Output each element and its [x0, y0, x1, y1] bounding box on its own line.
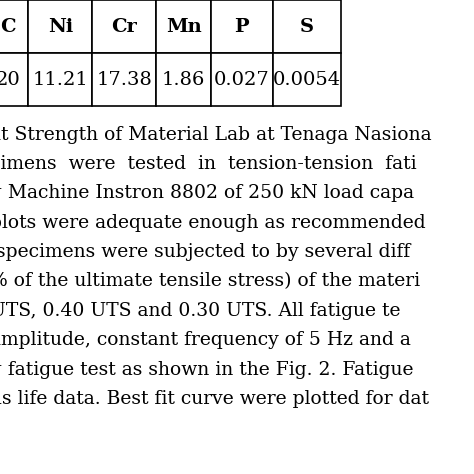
- Bar: [0, 0, 28, 53]
- Text: plots were adequate enough as recommended: plots were adequate enough as recommende…: [0, 214, 425, 232]
- Bar: [92, 53, 156, 106]
- Text: 1.86: 1.86: [162, 71, 205, 89]
- Text: g Machine Instron 8802 of 250 kN load capa: g Machine Instron 8802 of 250 kN load ca…: [0, 184, 414, 202]
- Bar: [273, 53, 341, 106]
- Text: % of the ultimate tensile stress) of the materi: % of the ultimate tensile stress) of the…: [0, 273, 419, 291]
- Text: Cr: Cr: [111, 18, 137, 36]
- Text: UTS, 0.40 UTS and 0.30 UTS. All fatigue te: UTS, 0.40 UTS and 0.30 UTS. All fatigue …: [0, 302, 400, 320]
- Bar: [0, 53, 28, 106]
- Bar: [211, 0, 273, 53]
- Text: g fatigue test as shown in the Fig. 2. Fatigue: g fatigue test as shown in the Fig. 2. F…: [0, 361, 413, 379]
- Text: specimens were subjected to by several diff: specimens were subjected to by several d…: [0, 243, 410, 261]
- Bar: [28, 0, 92, 53]
- Text: 17.38: 17.38: [97, 71, 152, 89]
- Bar: [92, 0, 156, 53]
- Text: 20: 20: [0, 71, 21, 89]
- Bar: [273, 0, 341, 53]
- Bar: [211, 53, 273, 106]
- Text: at Strength of Material Lab at Tenaga Nasiona: at Strength of Material Lab at Tenaga Na…: [0, 126, 431, 144]
- Text: S: S: [300, 18, 314, 36]
- Text: cimens  were  tested  in  tension-tension  fati: cimens were tested in tension-tension fa…: [0, 155, 416, 173]
- Text: Mn: Mn: [166, 18, 201, 36]
- Text: C: C: [0, 18, 16, 36]
- Bar: [28, 53, 92, 106]
- Bar: [156, 0, 211, 53]
- Text: 11.21: 11.21: [33, 71, 88, 89]
- Text: Ni: Ni: [48, 18, 73, 36]
- Bar: [156, 53, 211, 106]
- Text: 0.0054: 0.0054: [273, 71, 341, 89]
- Text: amplitude, constant frequency of 5 Hz and a: amplitude, constant frequency of 5 Hz an…: [0, 331, 410, 349]
- Text: 0.027: 0.027: [214, 71, 270, 89]
- Text: us life data. Best fit curve were plotted for dat: us life data. Best fit curve were plotte…: [0, 390, 428, 408]
- Text: P: P: [235, 18, 249, 36]
